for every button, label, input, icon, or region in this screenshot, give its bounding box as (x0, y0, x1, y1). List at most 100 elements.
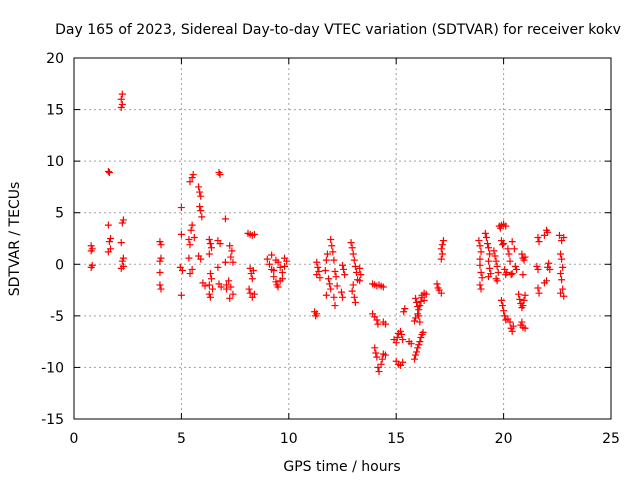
data-point (281, 254, 289, 262)
data-point (221, 215, 229, 223)
data-point (506, 257, 514, 265)
data-point (416, 318, 424, 326)
data-point (516, 295, 524, 303)
data-point (519, 302, 527, 310)
data-point (392, 339, 400, 347)
data-point (506, 318, 514, 326)
data-point (535, 238, 543, 246)
data-point (533, 262, 541, 270)
data-point (281, 262, 289, 270)
data-point (502, 222, 510, 230)
axis-ticks (73, 57, 612, 420)
data-point (555, 231, 563, 239)
data-point (104, 248, 112, 256)
data-point (407, 340, 415, 348)
data-point (226, 242, 234, 250)
data-point (104, 167, 112, 175)
data-point (227, 253, 235, 261)
data-point (508, 327, 516, 335)
data-point (339, 293, 346, 301)
data-point (521, 253, 529, 261)
data-point (118, 257, 126, 265)
x-tick-label: 10 (280, 431, 298, 447)
x-tick-label: 5 (177, 431, 186, 447)
data-point (482, 233, 490, 241)
data-point (265, 260, 273, 268)
data-point (341, 271, 349, 279)
data-point (352, 269, 360, 277)
data-point (186, 178, 194, 186)
data-point (477, 269, 485, 277)
data-point (321, 266, 329, 274)
data-point (499, 241, 507, 249)
data-point (493, 277, 501, 285)
data-point (156, 269, 164, 277)
data-point (278, 269, 286, 277)
y-tick-label: 10 (46, 154, 64, 170)
data-point (534, 233, 542, 241)
data-point (190, 233, 198, 241)
data-point (491, 252, 499, 260)
data-point (477, 285, 485, 293)
data-point (544, 228, 552, 236)
y-tick-label: 0 (55, 257, 64, 273)
data-point (273, 281, 281, 289)
data-point (118, 100, 126, 108)
data-point (207, 275, 215, 283)
data-point (560, 233, 568, 241)
data-point (476, 242, 484, 250)
data-point (188, 265, 196, 273)
data-point (422, 290, 430, 298)
data-point (118, 90, 126, 98)
data-point (322, 256, 330, 264)
data-point (206, 270, 214, 278)
data-point (333, 282, 341, 290)
data-point (205, 250, 213, 258)
data-point (400, 308, 408, 316)
data-point (196, 203, 204, 211)
data-point (274, 258, 282, 266)
data-point (417, 297, 425, 305)
data-point (313, 310, 321, 318)
data-point (508, 238, 516, 246)
data-point (88, 245, 96, 253)
data-point (157, 285, 165, 293)
data-point (349, 281, 357, 289)
data-point (156, 238, 164, 246)
data-point (419, 328, 427, 336)
plot-frame (73, 57, 612, 420)
data-point (508, 270, 516, 278)
data-point (373, 353, 381, 361)
data-point (188, 221, 196, 229)
data-point (117, 104, 125, 112)
data-point (250, 230, 258, 238)
data-point (500, 307, 508, 315)
data-point (329, 248, 337, 256)
data-point (374, 320, 382, 328)
data-point (221, 258, 229, 266)
grid-lines (74, 58, 611, 419)
data-point (485, 257, 493, 265)
data-point (510, 245, 518, 253)
data-point (229, 258, 237, 266)
data-point (438, 250, 446, 258)
data-point (439, 237, 447, 245)
data-point (87, 263, 95, 271)
x-tick-label: 0 (70, 431, 79, 447)
x-axis-label: GPS time / hours (283, 459, 400, 475)
data-point (410, 317, 418, 325)
data-point (485, 273, 493, 281)
data-point (412, 351, 420, 359)
data-point (268, 251, 276, 259)
data-point (396, 327, 404, 335)
data-point (227, 283, 235, 291)
data-point (157, 241, 165, 249)
data-point (504, 245, 512, 253)
data-point (246, 289, 254, 297)
data-point (205, 236, 213, 244)
data-point (490, 247, 498, 255)
data-point (412, 294, 420, 302)
data-point (119, 254, 127, 262)
data-point (225, 277, 233, 285)
